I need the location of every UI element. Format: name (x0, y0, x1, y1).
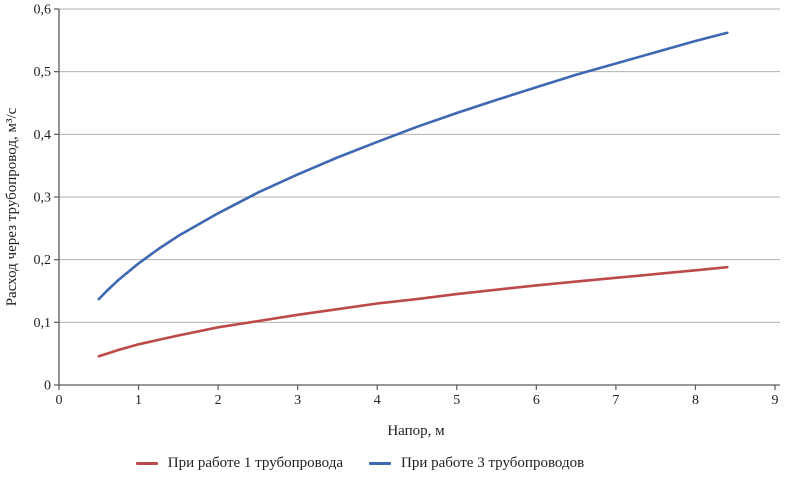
legend-label-single-pipeline: При работе 1 трубопровода (167, 454, 344, 471)
y-tick-label: 0,6 (34, 3, 52, 18)
series-lines (97, 31, 729, 358)
y-tick-label: 0 (44, 379, 51, 394)
x-tick-label: 9 (772, 393, 779, 408)
x-tick-label: 4 (374, 393, 381, 408)
gridlines (59, 8, 780, 323)
x-tick-label: 0 (56, 393, 63, 408)
series-2-line-swatch (369, 461, 392, 465)
y-tick-label: 0,2 (34, 253, 52, 268)
series-line-2 (97, 31, 729, 301)
legend-item-three-pipelines: При работе 3 трубопроводов (369, 455, 584, 472)
y-tick-label: 0,4 (34, 128, 52, 143)
x-tick-label: 3 (294, 393, 301, 408)
series-1-line-swatch (135, 461, 158, 465)
x-axis-title: Напор, м (387, 423, 445, 439)
legend: При работе 1 трубопровода При работе 3 т… (0, 451, 786, 475)
legend-label-three-pipelines: При работе 3 трубопроводов (401, 454, 585, 471)
x-tick-label: 2 (215, 393, 222, 408)
x-tick-label: 5 (453, 393, 460, 408)
y-tick-label: 0,3 (34, 191, 52, 206)
x-tick-label: 8 (692, 393, 699, 408)
tick-labels: 0 0,1 0,2 0,3 0,4 0,5 0,6 0 1 2 3 4 5 6 7 8 9 (34, 3, 779, 409)
y-tick-label: 0,1 (34, 316, 52, 331)
y-tick-label: 0,5 (34, 65, 52, 80)
legend-item-single-pipeline: При работе 1 трубопровода (135, 454, 344, 472)
x-tick-label: 1 (135, 393, 142, 408)
x-tick-label: 6 (533, 393, 540, 408)
x-tick-label: 7 (612, 393, 619, 408)
y-axis-title: Расход через трубопровод, м³/с (4, 107, 20, 306)
axes (54, 8, 780, 390)
series-line-1 (97, 265, 729, 358)
